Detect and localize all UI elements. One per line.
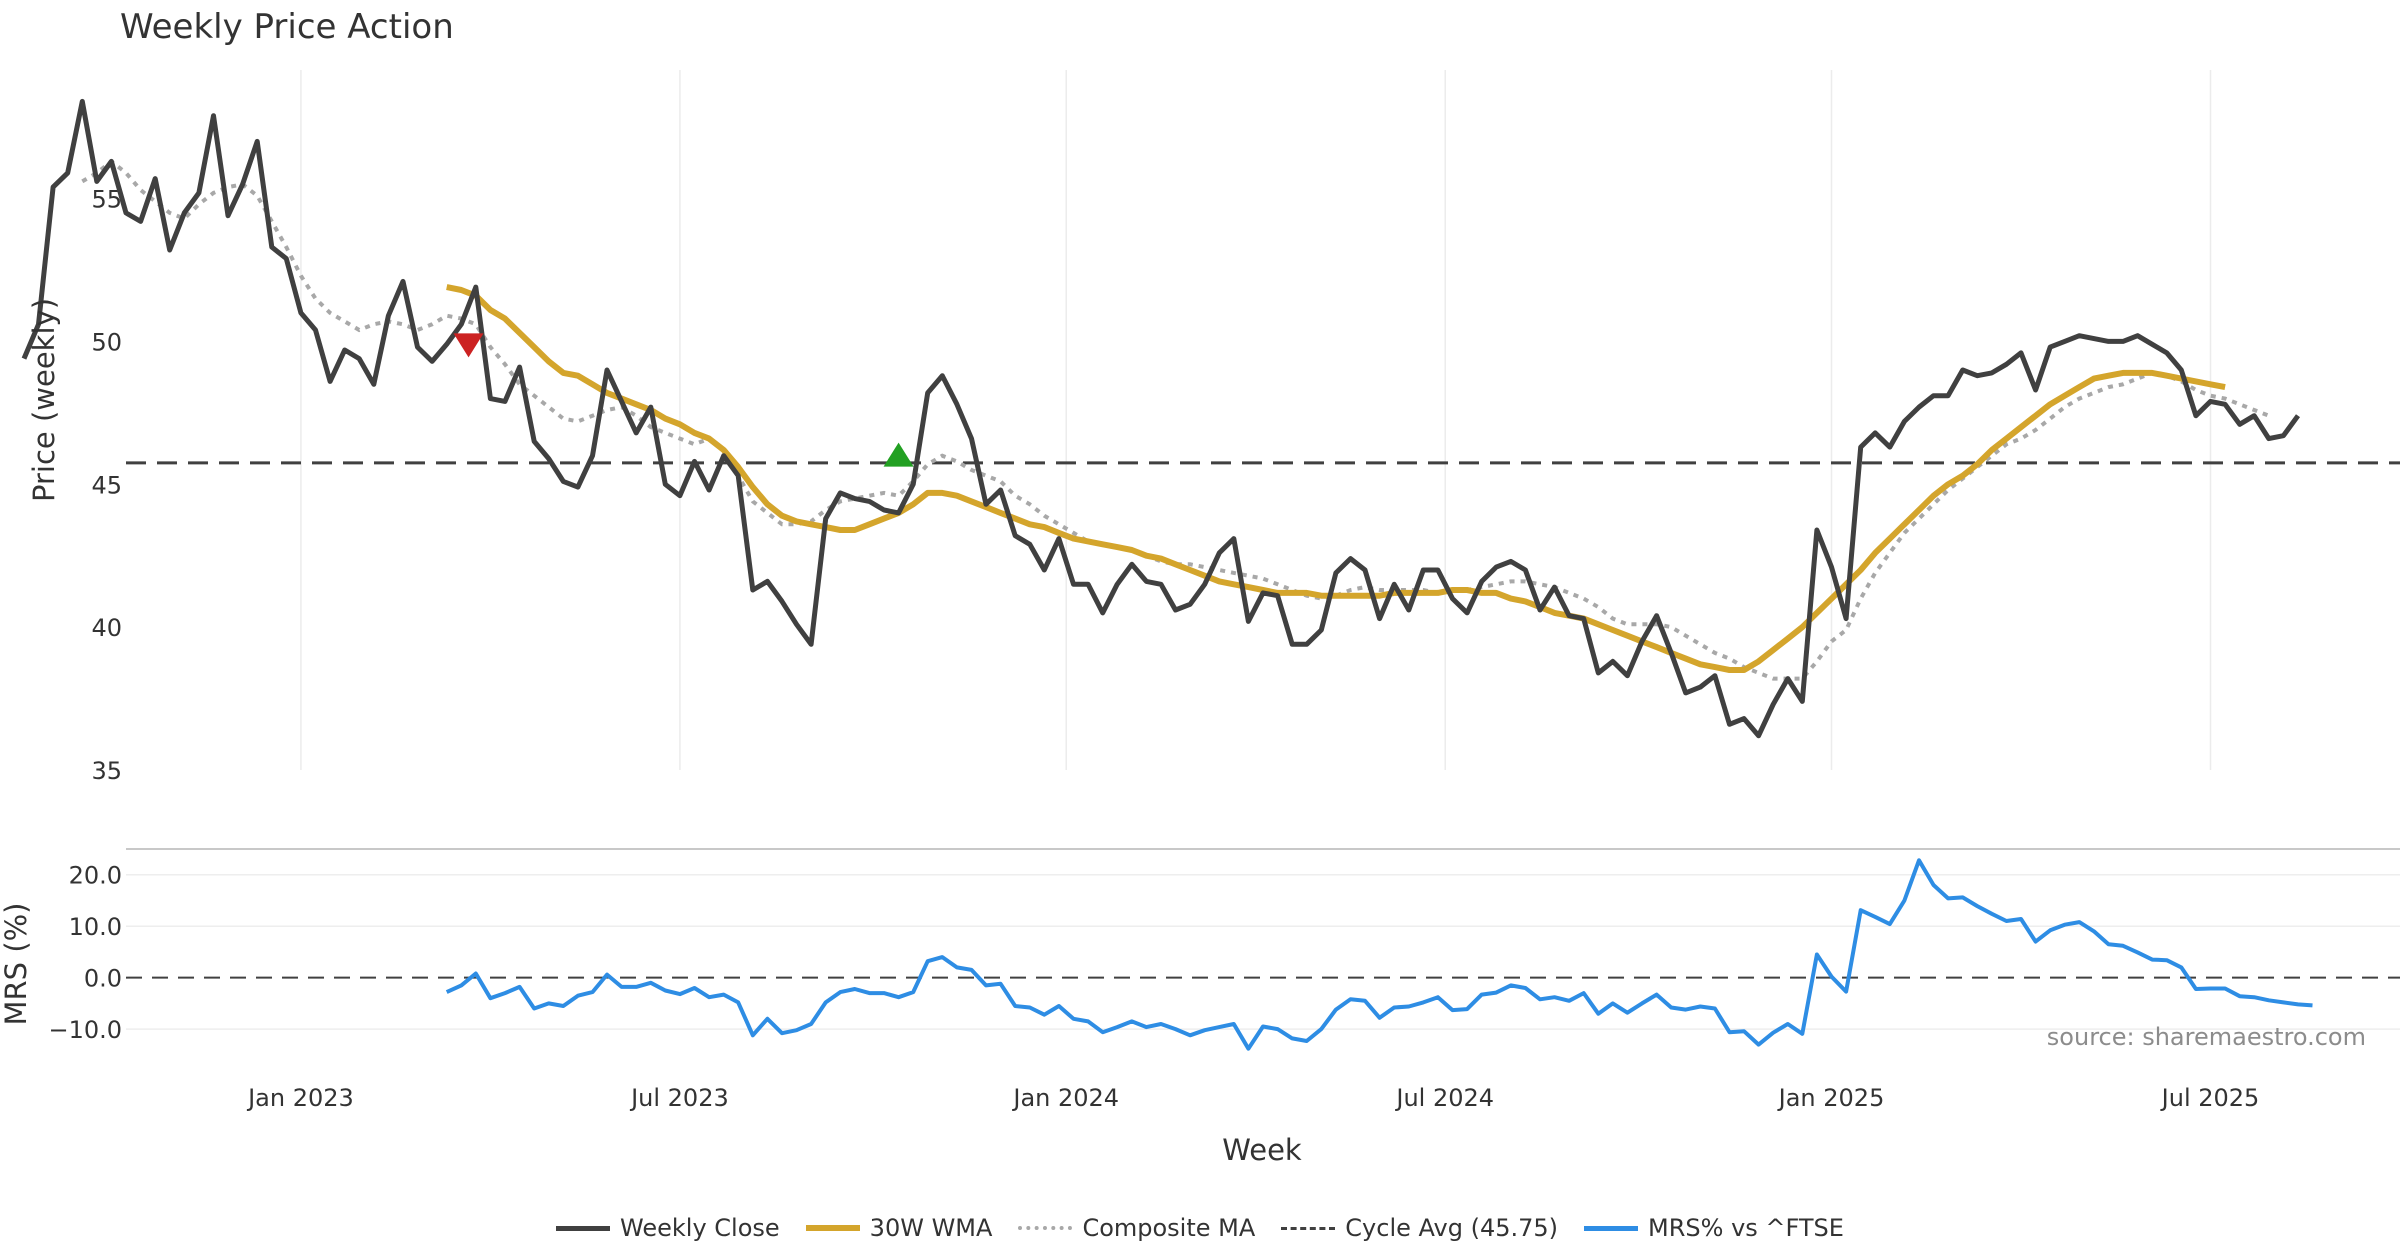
x-tick-label: Jan 2025 [1777,1084,1885,1112]
mrs-y-tick-label: 0.0 [84,965,122,993]
legend-item-weekly-close[interactable]: Weekly Close [556,1214,780,1242]
legend: Weekly Close 30W WMA Composite MA Cycle … [0,1208,2400,1248]
mrs-y-axis-title: MRS (%) [0,903,33,1026]
legend-swatch-dotted-gray [1018,1226,1073,1230]
legend-item-wma30[interactable]: 30W WMA [805,1214,993,1242]
wma30-line [446,284,2226,673]
weekly-close-line [21,98,2301,739]
price-y-tick-label: 55 [91,186,122,214]
price-gridlines [300,70,2212,770]
x-tick-label: Jul 2023 [629,1084,729,1112]
legend-label: Cycle Avg (45.75) [1345,1214,1559,1242]
x-axis-title: Week [1222,1133,1302,1167]
mrs-y-tick-label: 10.0 [69,913,122,941]
legend-label: Weekly Close [620,1214,780,1242]
legend-item-composite-ma[interactable]: Composite MA [1018,1214,1255,1242]
legend-swatch-solid-blue [1584,1225,1639,1231]
price-y-tick-label: 40 [91,614,122,642]
x-tick-labels: Jan 2023 Jul 2023 Jan 2024 Jul 2024 Jan 2025… [246,1084,2259,1112]
composite-ma-line [81,158,2270,681]
legend-label: MRS% vs ^FTSE [1648,1214,1844,1242]
price-y-tick-label: 50 [91,328,122,356]
legend-swatch-solid-gold [805,1225,860,1231]
source-annotation: source: sharemaestro.com [2047,1023,2366,1051]
legend-swatch-dashed-dark [1281,1226,1336,1230]
mrs-y-tick-labels: 20.0 10.0 0.0 −10.0 [48,862,122,1044]
price-y-axis-title: Price (weekly) [27,298,61,502]
x-tick-label: Jan 2023 [246,1084,354,1112]
legend-label: Composite MA [1082,1214,1256,1242]
x-tick-label: Jul 2025 [2160,1084,2260,1112]
legend-label: 30W WMA [869,1214,993,1242]
x-tick-label: Jul 2024 [1394,1084,1494,1112]
x-tick-label: Jan 2024 [1011,1084,1119,1112]
legend-item-cycle-avg[interactable]: Cycle Avg (45.75) [1281,1214,1558,1242]
price-y-tick-labels: 35 40 45 50 55 [91,186,122,785]
sell-signal-marker [453,333,484,358]
mrs-line [445,858,2313,1051]
price-y-tick-label: 35 [91,757,122,785]
price-y-tick-label: 45 [91,471,122,499]
buy-signal-marker [883,442,914,467]
chart-title: Weekly Price Action [120,7,454,47]
mrs-y-tick-label: 20.0 [69,862,122,890]
legend-swatch-solid-dark [556,1225,611,1231]
mrs-y-tick-label: −10.0 [48,1016,122,1044]
legend-item-mrs[interactable]: MRS% vs ^FTSE [1584,1214,1844,1242]
mrs-gridlines [126,873,2400,1030]
